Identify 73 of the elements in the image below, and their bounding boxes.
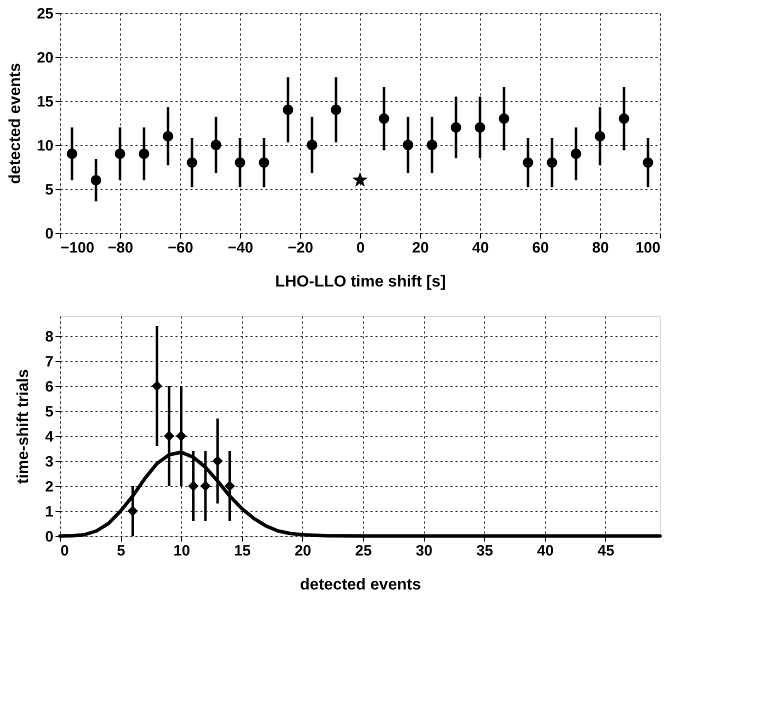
y-tick-label: 7 — [45, 354, 54, 370]
point — [138, 148, 150, 160]
point — [210, 140, 222, 150]
y-tick-label: 25 — [36, 6, 54, 22]
point — [176, 430, 186, 442]
x-tick-label: −40 — [228, 240, 254, 256]
x-tick-label: 10 — [173, 542, 190, 560]
y-tick-label: 1 — [45, 504, 54, 520]
y-tick-label: 3 — [45, 454, 54, 470]
point — [594, 130, 606, 142]
point — [152, 380, 162, 392]
x-axis-title: detected events — [300, 576, 422, 594]
x-tick-label: 80 — [592, 240, 609, 256]
x-tick-label: 0 — [356, 240, 365, 256]
x-tick-label: −60 — [168, 240, 194, 256]
x-tick-label: 45 — [598, 542, 614, 560]
y-tick-label: 6 — [45, 378, 54, 396]
y-tick-label: 20 — [36, 50, 54, 66]
point — [162, 130, 174, 142]
point — [258, 157, 270, 168]
point — [224, 480, 235, 492]
point — [546, 157, 558, 168]
x-tick-label: 25 — [355, 542, 372, 560]
point — [522, 157, 534, 168]
x-axis-title: LHO-LLO time shift [s] — [275, 274, 446, 290]
y-tick-label: 0 — [45, 528, 54, 546]
y-tick-label: 8 — [45, 328, 54, 346]
x-tick-label: 60 — [532, 240, 549, 256]
point — [127, 506, 138, 516]
x-tick-label: −20 — [288, 240, 314, 256]
point — [618, 113, 630, 124]
x-tick-label: 20 — [412, 240, 429, 256]
x-tick-label: 0 — [60, 542, 69, 560]
x-tick-label: 15 — [234, 542, 251, 560]
point — [642, 157, 654, 168]
point — [282, 104, 294, 116]
point — [114, 148, 126, 160]
point — [402, 140, 414, 150]
y-tick-label: 4 — [45, 428, 54, 446]
y-tick-label: 10 — [36, 138, 54, 154]
y-axis-title: time-shift trials — [15, 369, 32, 484]
x-tick-label: 40 — [537, 542, 554, 560]
x-tick-label: 30 — [416, 542, 432, 560]
point — [474, 122, 486, 133]
x-tick-label: 5 — [116, 542, 126, 560]
point — [498, 113, 510, 124]
point — [378, 113, 390, 124]
point — [306, 140, 318, 150]
y-tick-label: 0 — [45, 226, 54, 242]
y-tick-label: 2 — [45, 478, 54, 496]
point — [212, 456, 223, 466]
point — [66, 148, 78, 160]
y-tick-label: 5 — [45, 404, 54, 420]
point — [200, 480, 211, 492]
point — [186, 157, 198, 168]
y-tick-label: 15 — [36, 94, 54, 110]
x-tick-label: 100 — [635, 240, 660, 256]
point — [426, 140, 438, 150]
point — [330, 104, 342, 116]
point — [570, 148, 582, 160]
x-tick-label: −100 — [60, 240, 94, 256]
x-tick-label: 40 — [472, 240, 489, 256]
point — [90, 174, 102, 186]
y-axis-title: detected events — [6, 62, 24, 184]
x-tick-label: 35 — [476, 542, 494, 560]
x-tick-label: 20 — [294, 542, 312, 560]
x-tick-label: −80 — [108, 240, 134, 256]
point — [234, 157, 246, 168]
point — [164, 430, 174, 442]
point — [450, 122, 462, 133]
point — [352, 172, 368, 187]
y-tick-label: 5 — [45, 182, 54, 198]
point — [188, 480, 199, 492]
